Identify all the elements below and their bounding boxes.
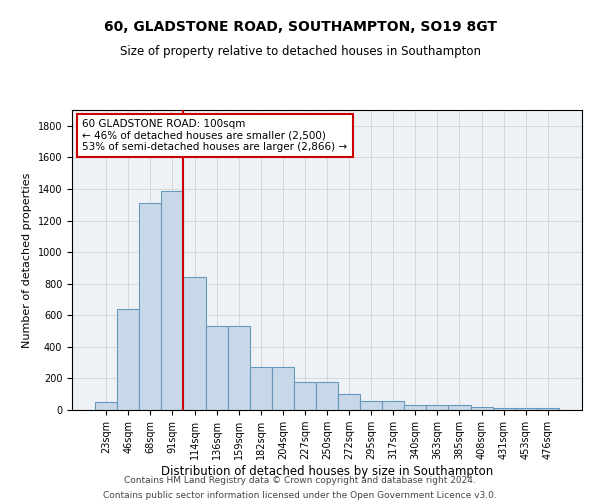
Text: Contains HM Land Registry data © Crown copyright and database right 2024.: Contains HM Land Registry data © Crown c… (124, 476, 476, 485)
Bar (294, 382, 316, 410)
Bar (470, 407, 493, 410)
Bar (272, 368, 294, 410)
Bar (139, 203, 161, 410)
Bar (117, 309, 139, 410)
Text: Contains public sector information licensed under the Open Government Licence v3: Contains public sector information licen… (103, 491, 497, 500)
Bar (515, 408, 537, 410)
Bar (95, 402, 117, 410)
Text: 60, GLADSTONE ROAD, SOUTHAMPTON, SO19 8GT: 60, GLADSTONE ROAD, SOUTHAMPTON, SO19 8G… (104, 20, 497, 34)
Bar (360, 400, 382, 410)
Bar (316, 382, 338, 410)
Bar (427, 406, 448, 410)
Bar (448, 406, 470, 410)
Bar (338, 394, 360, 410)
Bar (206, 326, 227, 410)
Bar (382, 400, 404, 410)
Y-axis label: Number of detached properties: Number of detached properties (22, 172, 32, 348)
Bar (161, 190, 184, 410)
Bar (493, 408, 515, 410)
Bar (250, 368, 272, 410)
X-axis label: Distribution of detached houses by size in Southampton: Distribution of detached houses by size … (161, 465, 493, 478)
Text: 60 GLADSTONE ROAD: 100sqm
← 46% of detached houses are smaller (2,500)
53% of se: 60 GLADSTONE ROAD: 100sqm ← 46% of detac… (82, 119, 347, 152)
Bar (227, 326, 250, 410)
Bar (537, 408, 559, 410)
Bar (184, 278, 206, 410)
Text: Size of property relative to detached houses in Southampton: Size of property relative to detached ho… (119, 45, 481, 58)
Bar (404, 406, 427, 410)
